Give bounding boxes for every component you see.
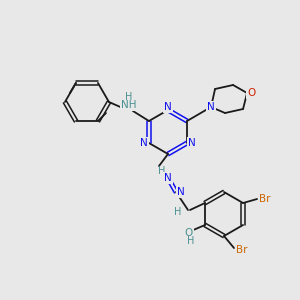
- Text: H: H: [125, 92, 133, 102]
- Text: H: H: [158, 166, 166, 176]
- Text: Br: Br: [259, 194, 271, 204]
- Text: N: N: [164, 101, 172, 112]
- Text: NH: NH: [121, 100, 137, 110]
- Text: H: H: [174, 207, 182, 217]
- Text: N: N: [140, 138, 148, 148]
- Text: Br: Br: [236, 245, 248, 255]
- Text: N: N: [177, 187, 185, 197]
- Text: O: O: [247, 88, 255, 98]
- Text: N: N: [207, 102, 215, 112]
- Text: O: O: [185, 228, 193, 238]
- Text: N: N: [188, 138, 196, 148]
- Text: N: N: [164, 173, 172, 183]
- Text: H: H: [187, 236, 195, 246]
